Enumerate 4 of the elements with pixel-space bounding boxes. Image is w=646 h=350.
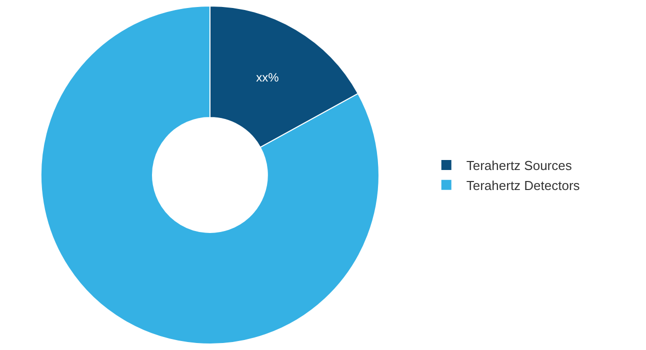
data-label: xx% — [256, 70, 280, 85]
legend-label: Terahertz Detectors — [466, 178, 580, 193]
legend-label: Terahertz Sources — [466, 158, 572, 174]
donut-slice — [40, 6, 380, 344]
